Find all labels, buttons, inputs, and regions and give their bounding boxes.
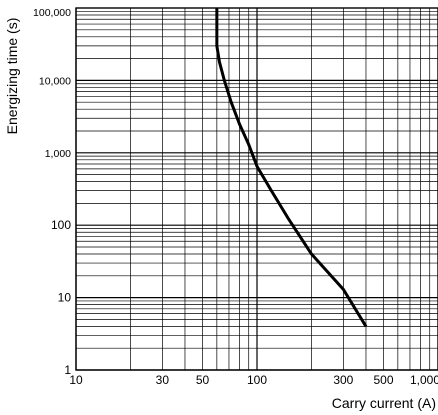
- x-tick-label: 1,000: [410, 373, 438, 387]
- x-tick-labels: 10 30 50 100 300 500 1,000: [69, 373, 438, 387]
- x-tick-label: 300: [333, 373, 353, 387]
- curve-layer: [215, 8, 368, 328]
- y-tick-labels: 1 10 100 1,000 10,000 100,000: [33, 7, 71, 377]
- curve-line-0: [215, 8, 368, 328]
- plot-frame: [75, 7, 438, 371]
- x-tick-label: 500: [373, 373, 393, 387]
- y-tick-label: 100,000: [33, 7, 71, 19]
- y-axis-label: Energizing time (s): [4, 18, 20, 135]
- x-axis-label: Carry current (A): [332, 395, 436, 411]
- y-tick-label: 10: [58, 291, 72, 305]
- x-tick-label: 100: [247, 373, 267, 387]
- x-tick-label: 10: [69, 373, 83, 387]
- x-tick-label: 30: [156, 373, 170, 387]
- y-tick-label: 1: [64, 363, 71, 377]
- y-tick-label: 100: [51, 218, 71, 232]
- y-tick-label: 10,000: [39, 75, 71, 87]
- y-tick-label: 1,000: [45, 148, 71, 160]
- x-tick-label: 50: [196, 373, 210, 387]
